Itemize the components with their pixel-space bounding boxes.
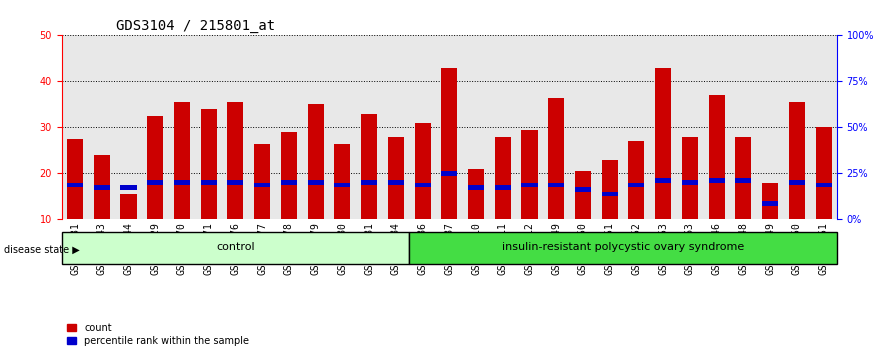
Bar xyxy=(682,180,698,185)
Bar xyxy=(174,180,190,185)
Bar xyxy=(93,155,110,266)
Bar xyxy=(335,144,351,266)
Bar xyxy=(762,201,778,206)
Bar xyxy=(67,139,83,266)
Bar xyxy=(816,127,832,266)
Bar xyxy=(254,144,270,266)
Bar xyxy=(736,137,751,266)
FancyBboxPatch shape xyxy=(62,232,409,264)
Bar xyxy=(682,137,698,266)
Bar xyxy=(415,183,431,187)
Bar xyxy=(174,102,190,266)
Bar xyxy=(441,171,457,176)
Bar xyxy=(602,192,618,196)
Bar xyxy=(522,130,537,266)
Bar xyxy=(736,178,751,183)
Bar xyxy=(468,185,484,190)
Bar xyxy=(708,95,725,266)
Bar xyxy=(121,185,137,190)
Bar xyxy=(227,102,243,266)
Bar xyxy=(121,194,137,266)
Bar xyxy=(468,169,484,266)
Bar xyxy=(628,183,645,187)
Bar xyxy=(361,114,377,266)
Bar xyxy=(628,141,645,266)
Bar xyxy=(655,178,671,183)
Bar xyxy=(388,180,403,185)
Bar xyxy=(548,183,564,187)
Bar xyxy=(816,183,832,187)
Bar xyxy=(388,137,403,266)
Text: insulin-resistant polycystic ovary syndrome: insulin-resistant polycystic ovary syndr… xyxy=(502,242,744,252)
Bar xyxy=(93,185,110,190)
Bar xyxy=(201,109,217,266)
FancyBboxPatch shape xyxy=(409,232,837,264)
Bar xyxy=(67,183,83,187)
Bar xyxy=(655,68,671,266)
Bar xyxy=(201,180,217,185)
Bar xyxy=(307,104,323,266)
Bar xyxy=(415,123,431,266)
Bar xyxy=(575,171,591,266)
Bar xyxy=(548,97,564,266)
Bar xyxy=(147,116,163,266)
Bar xyxy=(441,68,457,266)
Bar xyxy=(522,183,537,187)
Bar xyxy=(788,180,805,185)
Text: disease state ▶: disease state ▶ xyxy=(4,245,80,255)
Bar xyxy=(575,187,591,192)
Bar xyxy=(788,102,805,266)
Bar xyxy=(708,178,725,183)
Bar xyxy=(602,160,618,266)
Bar xyxy=(361,180,377,185)
Bar xyxy=(281,180,297,185)
Bar xyxy=(147,180,163,185)
Bar xyxy=(495,185,511,190)
Bar xyxy=(227,180,243,185)
Legend: count, percentile rank within the sample: count, percentile rank within the sample xyxy=(67,323,249,346)
Text: GDS3104 / 215801_at: GDS3104 / 215801_at xyxy=(116,19,275,33)
Bar xyxy=(495,137,511,266)
Bar xyxy=(281,132,297,266)
Text: control: control xyxy=(216,242,255,252)
Bar xyxy=(254,183,270,187)
Bar xyxy=(762,183,778,266)
Bar xyxy=(307,180,323,185)
Bar xyxy=(335,183,351,187)
